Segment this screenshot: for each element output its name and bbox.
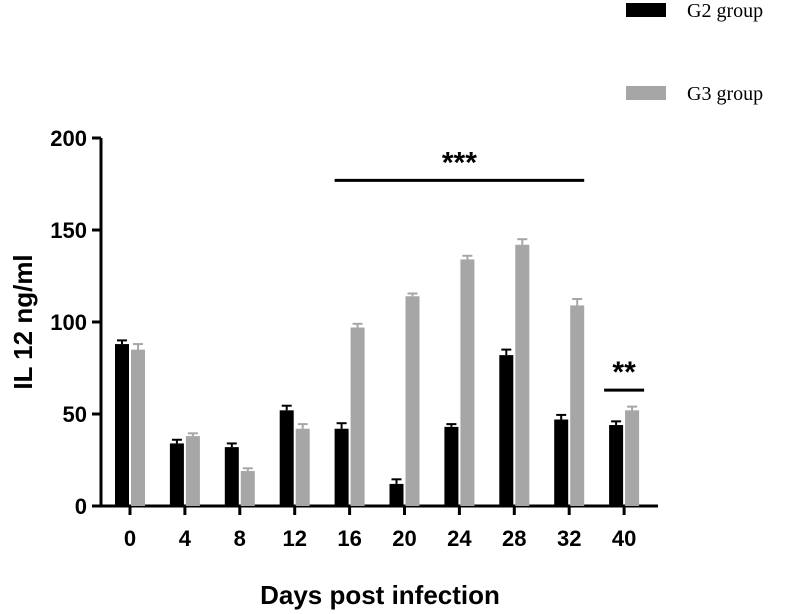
bar-g3	[295, 428, 310, 506]
bar-g2	[389, 483, 404, 506]
x-tick-label: 32	[557, 526, 581, 551]
y-tick-label: 200	[50, 126, 87, 151]
x-axis-label: Days post infection	[260, 580, 500, 610]
bar-g2	[334, 428, 349, 506]
bar-g3	[570, 305, 585, 506]
bar-g3	[625, 410, 640, 506]
bar-g2	[444, 426, 459, 506]
y-tick-label: 50	[63, 402, 87, 427]
x-tick-label: 16	[337, 526, 361, 551]
bar-g2	[609, 425, 624, 506]
annotations: *****	[334, 146, 645, 392]
bar-g2	[279, 410, 294, 506]
y-axis-label: IL 12 ng/ml	[8, 254, 38, 389]
significance-marker: ***	[442, 146, 477, 179]
x-tick-label: 40	[612, 526, 636, 551]
bar-g3	[240, 471, 255, 506]
x-tick-label: 0	[124, 526, 136, 551]
x-tick-label: 20	[392, 526, 416, 551]
bar-g3	[185, 436, 200, 506]
bar-g2	[115, 344, 129, 506]
bar-g3	[131, 349, 145, 506]
y-tick-label: 0	[75, 494, 87, 519]
x-tick-label: 12	[282, 526, 306, 551]
legend-swatch	[626, 3, 666, 17]
bar-g3	[405, 296, 420, 506]
legend-label: G2 group	[687, 0, 763, 22]
x-tick-label: 8	[234, 526, 246, 551]
y-tick-label: 100	[50, 310, 87, 335]
bar-g2	[169, 443, 184, 506]
x-tick-label: 28	[502, 526, 526, 551]
bars	[115, 238, 640, 506]
legend-swatch	[626, 86, 666, 100]
x-tick-label: 4	[179, 526, 192, 551]
significance-marker: **	[612, 356, 636, 389]
bar-g2	[224, 447, 239, 506]
legend-label: G3 group	[687, 83, 763, 105]
bar-g2	[554, 419, 569, 506]
y-tick-label: 150	[50, 218, 87, 243]
bar-g3	[460, 259, 475, 506]
x-tick-label: 24	[447, 526, 472, 551]
axes: 0 50 100 150 200 0 4 8 12 16 20 24 28 32 40	[50, 126, 658, 551]
bar-g3	[515, 244, 530, 506]
bar-g2	[499, 355, 514, 506]
bar-g3	[350, 327, 365, 506]
legend: G2 group G3 group	[626, 0, 763, 105]
